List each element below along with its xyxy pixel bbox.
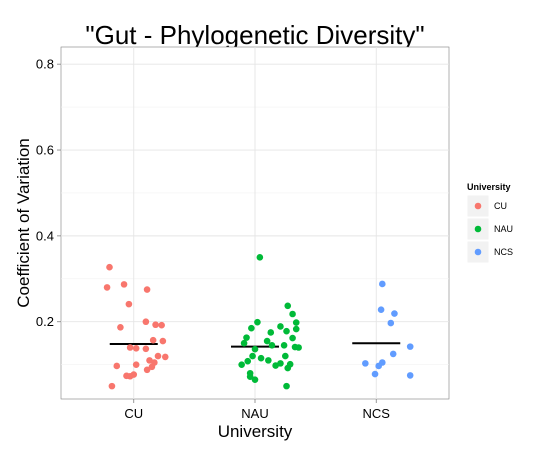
data-point: [159, 337, 167, 345]
chart-title: "Gut - Phylogenetic Diversity": [85, 20, 424, 50]
data-point: [257, 354, 265, 362]
data-point: [295, 344, 302, 351]
data-point: [387, 319, 395, 327]
data-point: [126, 344, 134, 351]
data-point: [117, 324, 124, 331]
data-point: [263, 337, 271, 345]
data-point: [268, 342, 276, 349]
data-point: [158, 321, 165, 329]
data-point: [152, 321, 159, 329]
data-point: [254, 318, 261, 326]
legend-label: CU: [494, 201, 507, 211]
x-tick-label: NAU: [241, 406, 268, 421]
x-axis: CU NAU NCS: [124, 399, 390, 421]
data-point: [283, 327, 290, 335]
data-point: [113, 362, 121, 370]
data-point: [379, 280, 386, 288]
legend-swatch: [474, 202, 482, 210]
data-point: [142, 345, 150, 353]
data-point: [391, 310, 398, 317]
data-point: [142, 318, 150, 326]
data-point: [375, 362, 382, 370]
data-point: [389, 350, 397, 358]
x-tick-label: NCS: [363, 406, 391, 421]
data-point: [248, 324, 255, 332]
data-point: [284, 364, 292, 372]
data-point: [148, 363, 156, 371]
data-point: [406, 372, 414, 379]
data-point: [149, 336, 157, 344]
data-point: [272, 362, 279, 369]
data-point: [238, 361, 245, 368]
y-tick-label: 0.4: [36, 228, 54, 243]
data-point: [406, 343, 414, 350]
data-point: [377, 306, 385, 314]
legend-swatch: [474, 225, 482, 233]
data-point: [132, 345, 140, 352]
data-point: [120, 281, 128, 288]
data-point: [289, 310, 296, 318]
x-tick-label: CU: [124, 406, 143, 421]
data-point: [280, 342, 288, 349]
data-point: [371, 370, 379, 378]
y-tick-label: 0.2: [36, 314, 54, 329]
data-point: [125, 300, 133, 308]
grid: [61, 47, 449, 399]
data-point: [108, 382, 116, 390]
data-point: [132, 361, 140, 368]
data-point: [289, 334, 296, 342]
data-point: [282, 352, 289, 360]
y-tick-label: 0.6: [36, 143, 54, 158]
data-point: [240, 339, 248, 347]
data-point: [243, 334, 250, 341]
y-tick-label: 0.8: [36, 57, 54, 72]
legend-swatch: [474, 248, 482, 256]
data-point: [249, 352, 256, 360]
data-point: [251, 345, 259, 353]
data-point: [126, 372, 134, 380]
data-point: [292, 325, 300, 333]
data-point: [283, 382, 290, 390]
data-points: [103, 254, 414, 390]
data-point: [277, 323, 284, 330]
data-point: [246, 373, 254, 380]
y-axis-title: Coefficient of Variation: [14, 138, 33, 307]
data-point: [251, 376, 259, 383]
data-point: [161, 353, 169, 361]
data-point: [244, 357, 252, 365]
x-axis-title: University: [218, 422, 293, 441]
data-point: [267, 329, 275, 336]
data-point: [284, 302, 292, 310]
legend-title: University: [467, 182, 511, 192]
data-point: [154, 352, 162, 360]
legend: University CU NAU NCS: [466, 182, 513, 264]
data-point: [106, 263, 113, 271]
y-axis: 0.2 0.4 0.6 0.8: [36, 57, 61, 329]
data-point: [103, 284, 111, 291]
data-point: [143, 286, 151, 293]
data-point: [256, 254, 264, 261]
data-point: [292, 319, 300, 326]
data-point: [265, 357, 272, 364]
data-point: [143, 366, 151, 374]
data-point: [362, 360, 369, 367]
legend-label: NCS: [494, 247, 513, 257]
legend-label: NAU: [494, 224, 513, 234]
